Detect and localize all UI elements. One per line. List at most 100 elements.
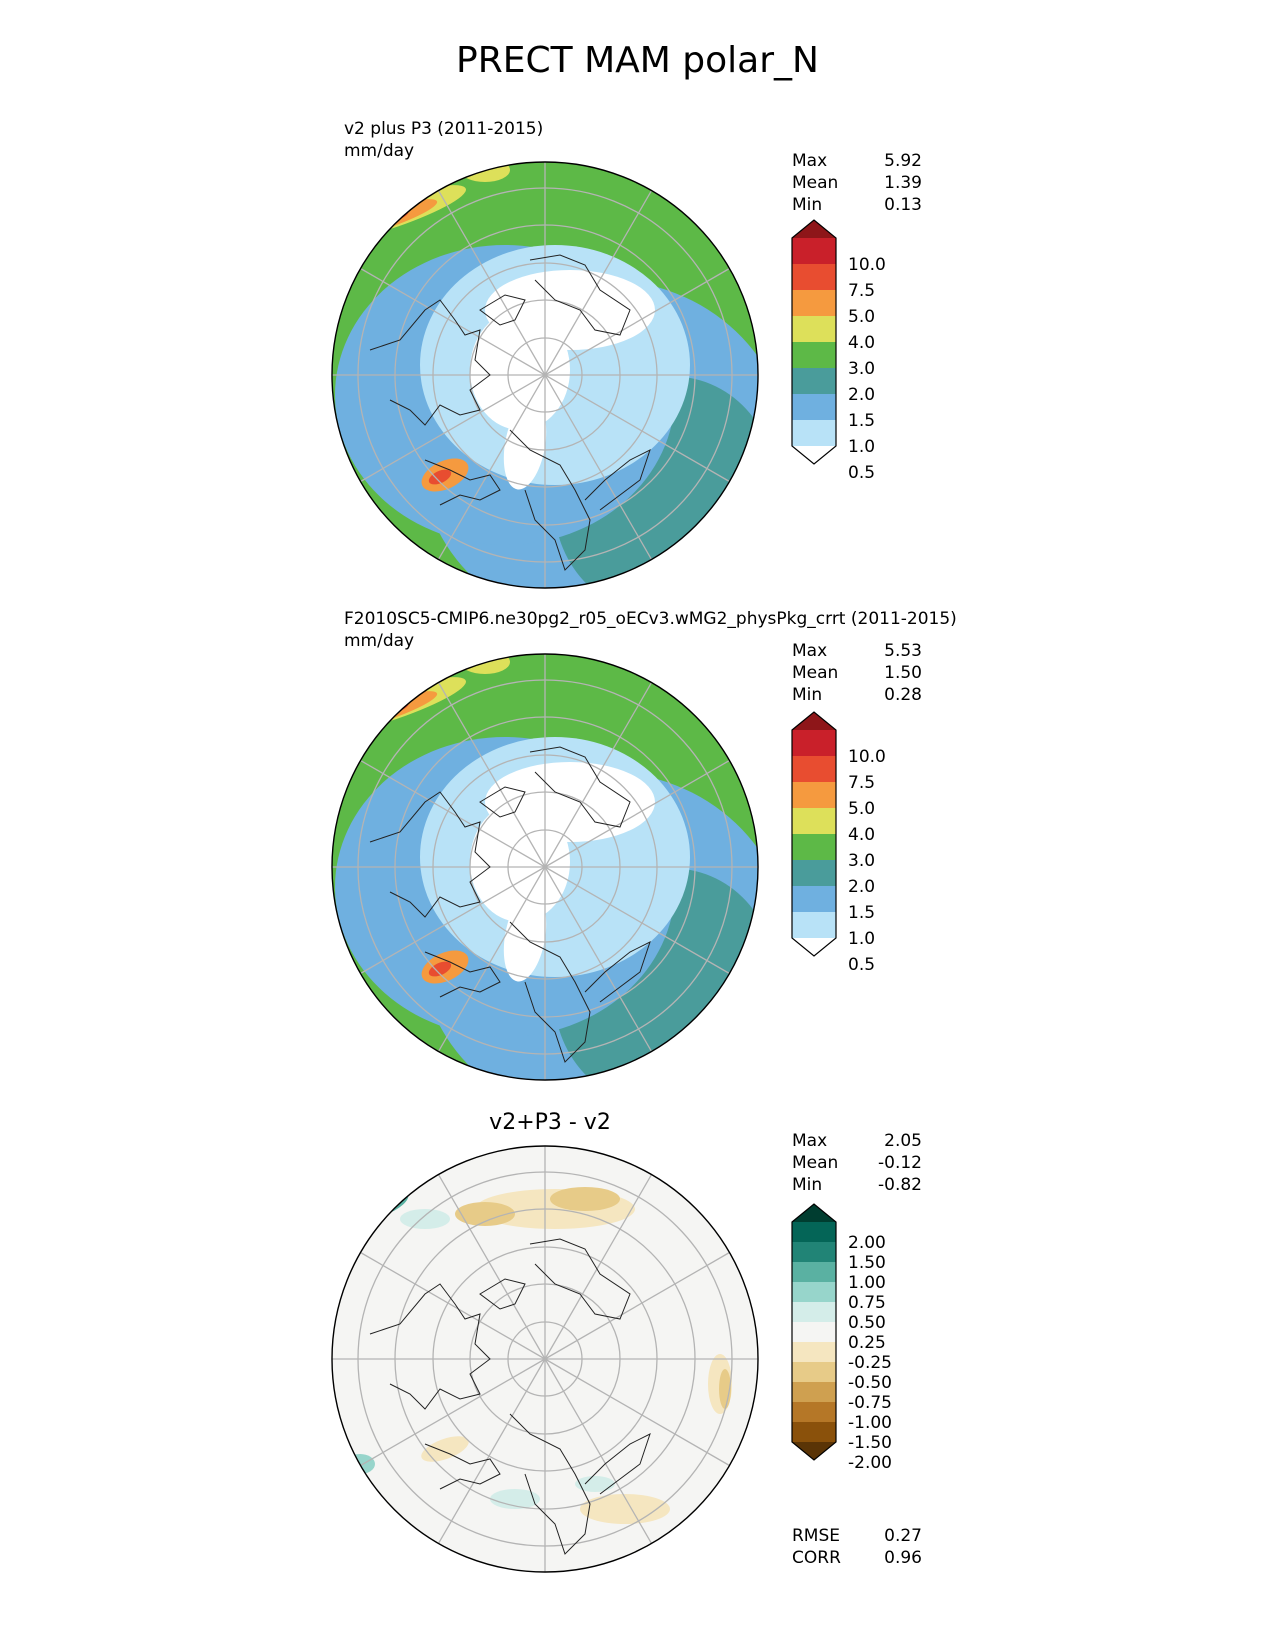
colorbar-tick-label: 2.0 <box>848 877 875 897</box>
stat-value: -0.12 <box>878 1153 922 1173</box>
stat-name: Max <box>792 151 828 171</box>
coastlines <box>369 1238 651 1555</box>
colorbar-tick-label: 5.0 <box>848 799 875 819</box>
coastline <box>479 786 526 818</box>
colorbar-segment <box>792 834 836 860</box>
metric-name: CORR <box>792 1548 841 1568</box>
colorbar-tick-label: 1.5 <box>848 903 875 923</box>
meridian-line <box>544 374 653 560</box>
colorbar-tick-label: -0.25 <box>848 1353 892 1373</box>
coastline <box>584 941 651 1003</box>
meridian-line <box>544 866 730 975</box>
colorbar-segments <box>792 1204 836 1460</box>
colorbar-segment <box>792 1242 836 1262</box>
stat-name: Mean <box>792 173 839 193</box>
colorbar-tick-label: 10.0 <box>848 255 886 275</box>
colorbar-segment <box>792 1322 836 1342</box>
stat-value: 1.39 <box>884 173 922 193</box>
graticule <box>332 654 758 1080</box>
colorbar-extend-min <box>792 1442 836 1460</box>
graticule <box>332 162 758 588</box>
diff-polar-map <box>331 1145 759 1573</box>
diff-stats: Max 2.05 Mean -0.12 Min -0.82 <box>792 1130 922 1196</box>
meridian-line <box>437 374 546 560</box>
coastline <box>509 921 591 1063</box>
colorbar-segment <box>792 1302 836 1322</box>
colorbar-outline <box>791 711 837 957</box>
colorbar-segment <box>792 886 836 912</box>
colorbar-segments <box>792 220 836 464</box>
map-boundary <box>331 653 759 1081</box>
meridian-line <box>544 1251 730 1360</box>
coastline <box>424 1443 501 1490</box>
panel2-units: mm/day <box>344 631 415 651</box>
meridian-line <box>437 1174 546 1360</box>
field-region <box>550 1187 620 1211</box>
colorbar-segment <box>792 756 836 782</box>
panel2-colorbar: 0.5 1.0 1.5 2.0 3.0 4.0 5.0 7.5 10.0 <box>791 711 886 975</box>
colorbar-tick-label: 3.0 <box>848 359 875 379</box>
panel1-stats: Max 5.92 Mean 1.39 Min 0.13 <box>792 150 922 216</box>
colorbar-tick-label: 2.0 <box>848 385 875 405</box>
stat-name: Min <box>792 195 823 215</box>
field-region <box>428 469 452 485</box>
diff-metrics: RMSE 0.27 CORR 0.96 <box>792 1525 922 1569</box>
panel1-run-name: v2 plus P3 (2011-2015) <box>344 119 544 139</box>
meridian-line <box>360 866 546 975</box>
colorbar-tick-label: -0.75 <box>848 1393 892 1413</box>
panel1-units: mm/day <box>344 141 415 161</box>
colorbar-tick-label: -1.00 <box>848 1413 892 1433</box>
colorbar-segment <box>792 1382 836 1402</box>
field-layer <box>332 162 758 588</box>
coastline <box>424 459 501 506</box>
colorbar-extend-max <box>792 1204 836 1222</box>
colorbar-segment <box>792 1422 836 1442</box>
colorbar-segment <box>792 1262 836 1282</box>
meridian-line <box>544 374 730 483</box>
colorbar-tick-label: 3.0 <box>848 851 875 871</box>
stat-value: -0.82 <box>878 1175 922 1195</box>
stat-name: Min <box>792 1175 823 1195</box>
panel1-colorbar: 0.5 1.0 1.5 2.0 3.0 4.0 5.0 7.5 10.0 <box>791 219 886 483</box>
metric-value: 0.27 <box>884 1526 922 1546</box>
diff-title: v2+P3 - v2 <box>489 1110 611 1135</box>
stat-value: 0.28 <box>884 685 922 705</box>
stat-value: 5.53 <box>884 641 922 661</box>
field-region <box>580 1494 670 1524</box>
figure-title: PRECT MAM polar_N <box>456 40 819 81</box>
stat-value: 0.13 <box>884 195 922 215</box>
colorbar-segment <box>792 1282 836 1302</box>
coastline <box>479 294 526 326</box>
colorbar-tick-label: 1.0 <box>848 929 875 949</box>
colorbar-segment <box>792 238 836 264</box>
meridian-line <box>360 759 546 868</box>
metric-name: RMSE <box>792 1526 841 1546</box>
colorbar-tick-label: 4.0 <box>848 333 875 353</box>
colorbar-segment <box>792 394 836 420</box>
panel2-polar-map <box>331 653 759 1081</box>
meridian-line <box>544 267 730 376</box>
coastline <box>509 1413 591 1555</box>
meridian-line <box>544 866 653 1052</box>
colorbar-segments <box>792 712 836 956</box>
colorbar-segment <box>792 264 836 290</box>
colorbar-tick-label: 0.5 <box>848 955 875 975</box>
coastline <box>529 746 631 828</box>
colorbar-tick-label: 2.00 <box>848 1233 886 1253</box>
colorbar-tick-label: 1.50 <box>848 1253 886 1273</box>
coastline <box>529 254 631 336</box>
coastline <box>369 791 491 918</box>
field-region <box>421 1436 469 1462</box>
colorbar-segment <box>792 342 836 368</box>
meridian-line <box>437 866 546 1052</box>
coastline <box>584 449 651 511</box>
colorbar-segment <box>792 860 836 886</box>
colorbar-segment <box>792 782 836 808</box>
colorbar-tick-label: 0.5 <box>848 463 875 483</box>
map-boundary <box>331 161 759 589</box>
map-boundary <box>331 1145 759 1573</box>
colorbar-extend-min <box>792 446 836 464</box>
colorbar-extend-min <box>792 938 836 956</box>
field-region <box>490 1489 540 1509</box>
meridian-line <box>360 1251 546 1360</box>
